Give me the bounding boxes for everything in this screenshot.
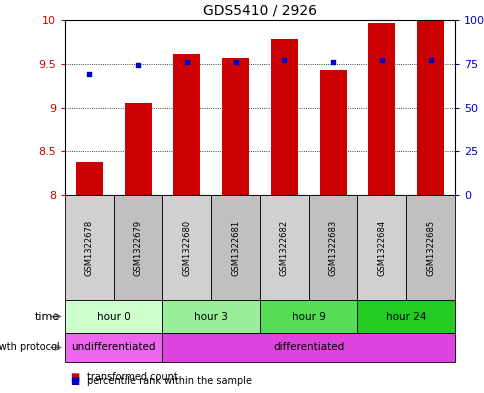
Text: GSM1322681: GSM1322681 (231, 219, 240, 275)
Text: growth protocol: growth protocol (0, 343, 60, 353)
Point (280, 57, 287, 63)
Point (231, 59, 239, 65)
Bar (162, 333, 454, 362)
Bar (76, 162, 103, 195)
Bar (162, 195, 211, 300)
Bar (357, 300, 454, 333)
Bar (259, 300, 357, 333)
Text: hour 9: hour 9 (291, 312, 325, 321)
Bar (124, 103, 151, 195)
Text: undifferentiated: undifferentiated (71, 343, 156, 353)
Text: hour 3: hour 3 (194, 312, 227, 321)
Bar (357, 195, 406, 300)
Text: GSM1322680: GSM1322680 (182, 219, 191, 275)
Bar (65, 300, 162, 333)
Point (134, 62, 142, 69)
Bar (65, 195, 114, 300)
Bar (173, 54, 200, 195)
Text: ■: ■ (70, 372, 79, 382)
Bar (406, 195, 454, 300)
Text: GSM1322685: GSM1322685 (425, 219, 434, 275)
Text: GSM1322678: GSM1322678 (85, 219, 94, 275)
Point (182, 59, 190, 65)
Point (329, 59, 336, 65)
Text: GSM1322683: GSM1322683 (328, 219, 337, 275)
Text: ■: ■ (70, 376, 79, 386)
Text: time: time (34, 312, 60, 321)
Title: GDS5410 / 2926: GDS5410 / 2926 (203, 4, 317, 17)
Point (377, 57, 385, 63)
Text: percentile rank within the sample: percentile rank within the sample (87, 376, 251, 386)
Bar (368, 23, 394, 195)
Bar (222, 58, 248, 195)
Point (85, 71, 93, 77)
Text: GSM1322679: GSM1322679 (134, 219, 142, 275)
Bar (259, 195, 308, 300)
Bar (65, 333, 162, 362)
Text: GSM1322682: GSM1322682 (279, 219, 288, 275)
Bar (319, 70, 346, 195)
Bar (308, 195, 357, 300)
Bar (162, 300, 259, 333)
Text: GSM1322684: GSM1322684 (377, 219, 386, 275)
Text: hour 24: hour 24 (385, 312, 425, 321)
Point (426, 57, 434, 63)
Text: transformed count: transformed count (87, 372, 177, 382)
Text: differentiated: differentiated (272, 343, 344, 353)
Bar (416, 20, 443, 195)
Bar (211, 195, 259, 300)
Bar (114, 195, 162, 300)
Bar (271, 39, 297, 195)
Text: hour 0: hour 0 (97, 312, 130, 321)
